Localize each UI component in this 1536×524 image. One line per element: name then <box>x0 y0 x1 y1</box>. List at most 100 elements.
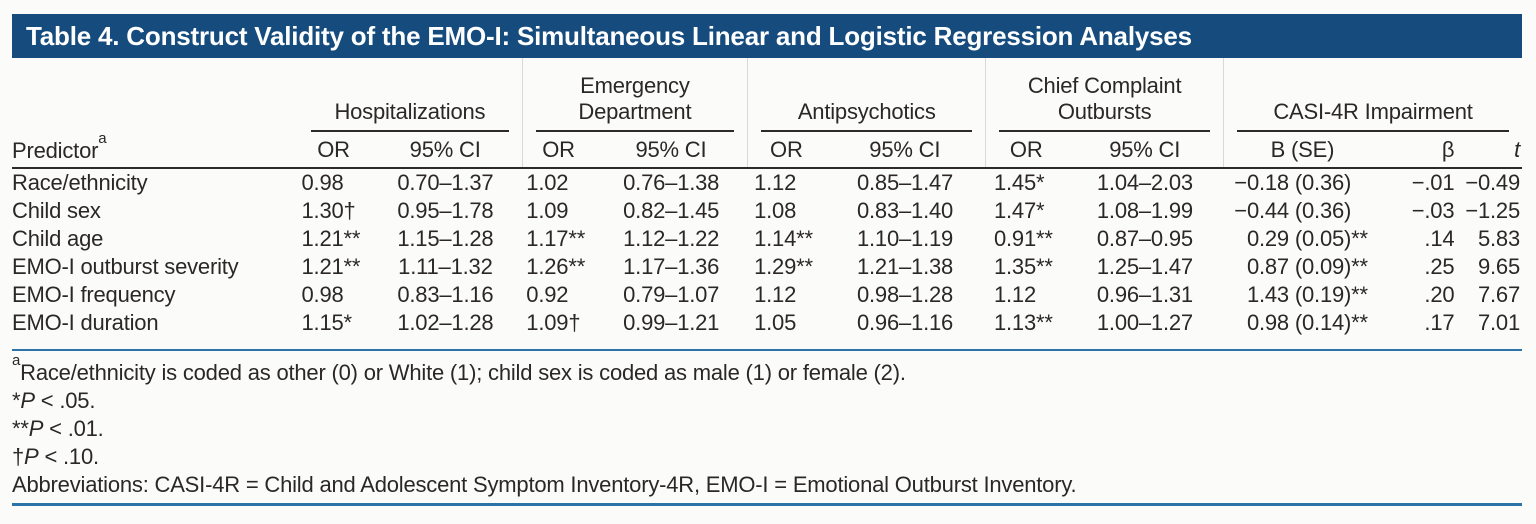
table-row: EMO-I frequency 0.98 0.83–1.16 0.92 0.79… <box>12 281 1522 309</box>
col-header-ci: 95% CI <box>368 132 523 169</box>
col-header-t: t <box>1459 132 1522 169</box>
table-row: EMO-I outburst severity 1.21** 1.11–1.32… <box>12 253 1522 281</box>
ci-value-cell: 1.17–1.36 <box>623 254 720 279</box>
or-value-cell: 1.26** <box>526 254 586 279</box>
col-header-or: OR <box>985 132 1067 169</box>
ci-value-cell: 1.11–1.32 <box>398 254 493 279</box>
b-se-value-cell: 0.98 (0.14)** <box>1223 309 1381 351</box>
or-value-cell: 1.12 <box>754 282 797 307</box>
ci-value-cell: 0.85–1.47 <box>856 170 954 195</box>
group-header-hospitalizations: Hospitalizations <box>298 58 522 132</box>
footnote-abbreviations: Abbreviations: CASI-4R = Child and Adole… <box>12 472 1077 497</box>
t-value-cell: 9.65 <box>1477 254 1520 279</box>
beta-value-cell: .14 <box>1424 226 1455 251</box>
group-header-row: Predictora Hospitalizations Emergency De… <box>12 58 1522 169</box>
table-row: EMO-I duration 1.15* 1.02–1.28 1.09† 0.9… <box>12 309 1522 351</box>
group-header-casi-4r-impairment: CASI-4R Impairment <box>1223 58 1522 132</box>
or-value-cell: 1.17** <box>526 226 586 251</box>
ci-value-cell: 1.04–2.03 <box>1096 170 1193 195</box>
table-row: Race/ethnicity 0.98 0.70–1.37 1.02 0.76–… <box>12 168 1522 197</box>
ci-value-cell: 0.96–1.31 <box>1096 282 1193 307</box>
ci-value-cell: 1.15–1.28 <box>397 226 494 251</box>
column-header-row: OR 95% CI OR 95% CI OR 95% CI OR 95% CI … <box>12 132 1522 169</box>
or-value-cell: 1.35** <box>993 254 1053 279</box>
or-value-cell: 1.09 <box>526 198 569 223</box>
or-value-cell: 1.30† <box>301 198 356 223</box>
b-se-value-cell: −0.44 (0.36) <box>1234 198 1352 223</box>
or-value-cell: 1.08 <box>754 198 797 223</box>
b-se-value-cell: 0.29 (0.05)** <box>1246 226 1368 251</box>
or-value-cell: 1.12 <box>993 282 1037 307</box>
footnote-p10: †P < .10. <box>12 444 99 469</box>
col-header-ci: 95% CI <box>1066 132 1224 169</box>
table-footnotes: aRace/ethnicity is coded as other (0) or… <box>12 351 1522 499</box>
predictor-cell: Race/ethnicity <box>12 170 148 195</box>
or-value-cell: 1.21** <box>301 254 361 279</box>
or-value-cell: 1.14** <box>754 226 813 251</box>
col-header-or: OR <box>298 132 369 169</box>
or-value-cell: 1.15* <box>298 309 369 351</box>
footnote-coding: aRace/ethnicity is coded as other (0) or… <box>12 351 906 385</box>
ci-value-cell: 0.83–1.16 <box>397 282 494 307</box>
col-header-or: OR <box>521 132 595 169</box>
footnote-p01: **P < .01. <box>12 416 104 441</box>
group-header-antipsychotics: Antipsychotics <box>747 58 986 132</box>
ci-value-cell: 0.82–1.45 <box>623 198 720 223</box>
table-row: Child age 1.21** 1.15–1.28 1.17** 1.12–1… <box>12 225 1522 253</box>
ci-value-cell: 1.12–1.22 <box>623 226 720 251</box>
predictor-cell: EMO-I outburst severity <box>12 254 239 279</box>
ci-value-cell: 1.10–1.19 <box>856 226 954 251</box>
predictor-cell: EMO-I frequency <box>12 282 176 307</box>
or-value-cell: 1.47* <box>993 198 1045 223</box>
ci-value-cell: 0.95–1.78 <box>397 198 494 223</box>
ci-value-cell: 0.99–1.21 <box>594 309 748 351</box>
or-value-cell: 1.45* <box>993 170 1045 195</box>
beta-value-cell: .20 <box>1424 282 1455 307</box>
ci-value-cell: 1.21–1.38 <box>856 254 954 279</box>
ci-value-cell: 1.25–1.47 <box>1096 254 1193 279</box>
regression-table: Predictora Hospitalizations Emergency De… <box>12 58 1522 351</box>
ci-value-cell: 0.70–1.37 <box>397 170 494 195</box>
or-value-cell: 0.92 <box>526 282 569 307</box>
ci-value-cell: 0.98–1.28 <box>856 282 954 307</box>
t-value-cell: 7.01 <box>1459 309 1522 351</box>
or-value-cell: 1.13** <box>985 309 1067 351</box>
col-header-ci: 95% CI <box>594 132 748 169</box>
ci-value-cell: 1.00–1.27 <box>1066 309 1224 351</box>
table-row: Child sex 1.30† 0.95–1.78 1.09 0.82–1.45… <box>12 197 1522 225</box>
or-value-cell: 1.05 <box>747 309 825 351</box>
or-value-cell: 1.12 <box>754 170 797 195</box>
t-value-cell: −1.25 <box>1465 198 1520 223</box>
or-value-cell: 0.91** <box>993 226 1053 251</box>
ci-value-cell: 1.08–1.99 <box>1096 198 1193 223</box>
or-value-cell: 1.02 <box>526 170 569 195</box>
t-value-cell: 5.83 <box>1477 226 1520 251</box>
predictor-cell: Child age <box>12 226 104 251</box>
t-value-cell: −0.49 <box>1465 170 1520 195</box>
ci-value-cell: 0.87–0.95 <box>1096 226 1193 251</box>
col-header-or: OR <box>747 132 825 169</box>
ci-value-cell: 0.83–1.40 <box>856 198 954 223</box>
or-value-cell: 1.09† <box>522 309 595 351</box>
beta-value-cell: −.01 <box>1411 170 1455 195</box>
table-title-band: Table 4. Construct Validity of the EMO-I… <box>12 14 1522 58</box>
col-header-b-se: B (SE) <box>1223 132 1381 169</box>
or-value-cell: 0.98 <box>301 282 344 307</box>
predictor-cell: EMO-I duration <box>12 309 299 351</box>
group-header-chief-complaint-outbursts: Chief Complaint Outbursts <box>985 58 1224 132</box>
col-header-ci: 95% CI <box>824 132 986 169</box>
footnote-p05: *P < .05. <box>12 388 96 413</box>
bottom-rule <box>12 503 1522 506</box>
predictor-header: Predictora <box>12 58 299 169</box>
beta-value-cell: .17 <box>1380 309 1460 351</box>
beta-value-cell: .25 <box>1424 254 1455 279</box>
ci-value-cell: 0.79–1.07 <box>623 282 720 307</box>
predictor-cell: Child sex <box>12 198 101 223</box>
col-header-beta: β <box>1380 132 1460 169</box>
group-header-emergency-department: Emergency Department <box>521 58 748 132</box>
ci-value-cell: 0.76–1.38 <box>623 170 720 195</box>
table-title: Table 4. Construct Validity of the EMO-I… <box>26 21 1192 51</box>
or-value-cell: 1.29** <box>754 254 813 279</box>
b-se-value-cell: 1.43 (0.19)** <box>1246 282 1368 307</box>
